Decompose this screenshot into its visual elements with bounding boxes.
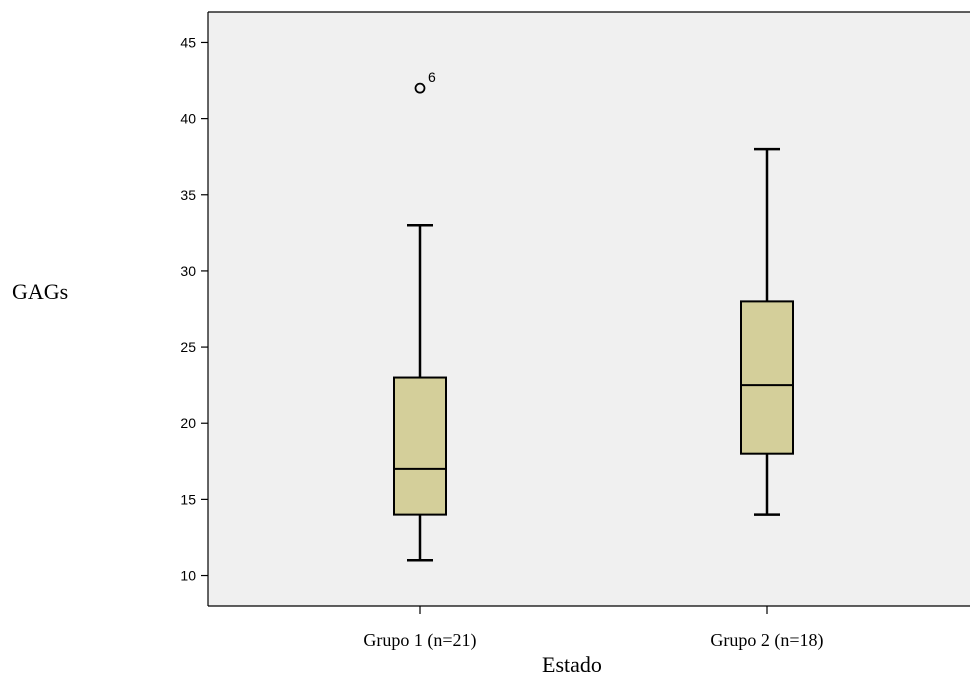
outlier-point-1-1 [414, 82, 426, 94]
y-tick-label-15: 15 [180, 491, 196, 507]
y-tick-label-45: 45 [180, 34, 196, 50]
y-tick-label-40: 40 [180, 111, 196, 127]
x-tick-label-2: Grupo 2 (n=18) [710, 630, 823, 651]
chart-marks: 10 15 20 25 30 35 40 45 Grupo 1 (n=21) 6 Grupo 2 (… [180, 34, 823, 651]
y-tick-label-20: 20 [180, 415, 196, 431]
plot-background [208, 12, 970, 606]
y-tick-label-10: 10 [180, 568, 196, 584]
y-tick-label-30: 30 [180, 263, 196, 279]
x-axis-label: Estado [542, 652, 602, 677]
y-axis-label: GAGs [12, 279, 68, 304]
box-1 [393, 376, 447, 516]
y-tick-label-35: 35 [180, 187, 196, 203]
box-2 [740, 300, 794, 455]
y-tick-label-25: 25 [180, 339, 196, 355]
x-tick-label-1: Grupo 1 (n=21) [363, 630, 476, 651]
outlier-label-1-1: 6 [428, 69, 436, 85]
